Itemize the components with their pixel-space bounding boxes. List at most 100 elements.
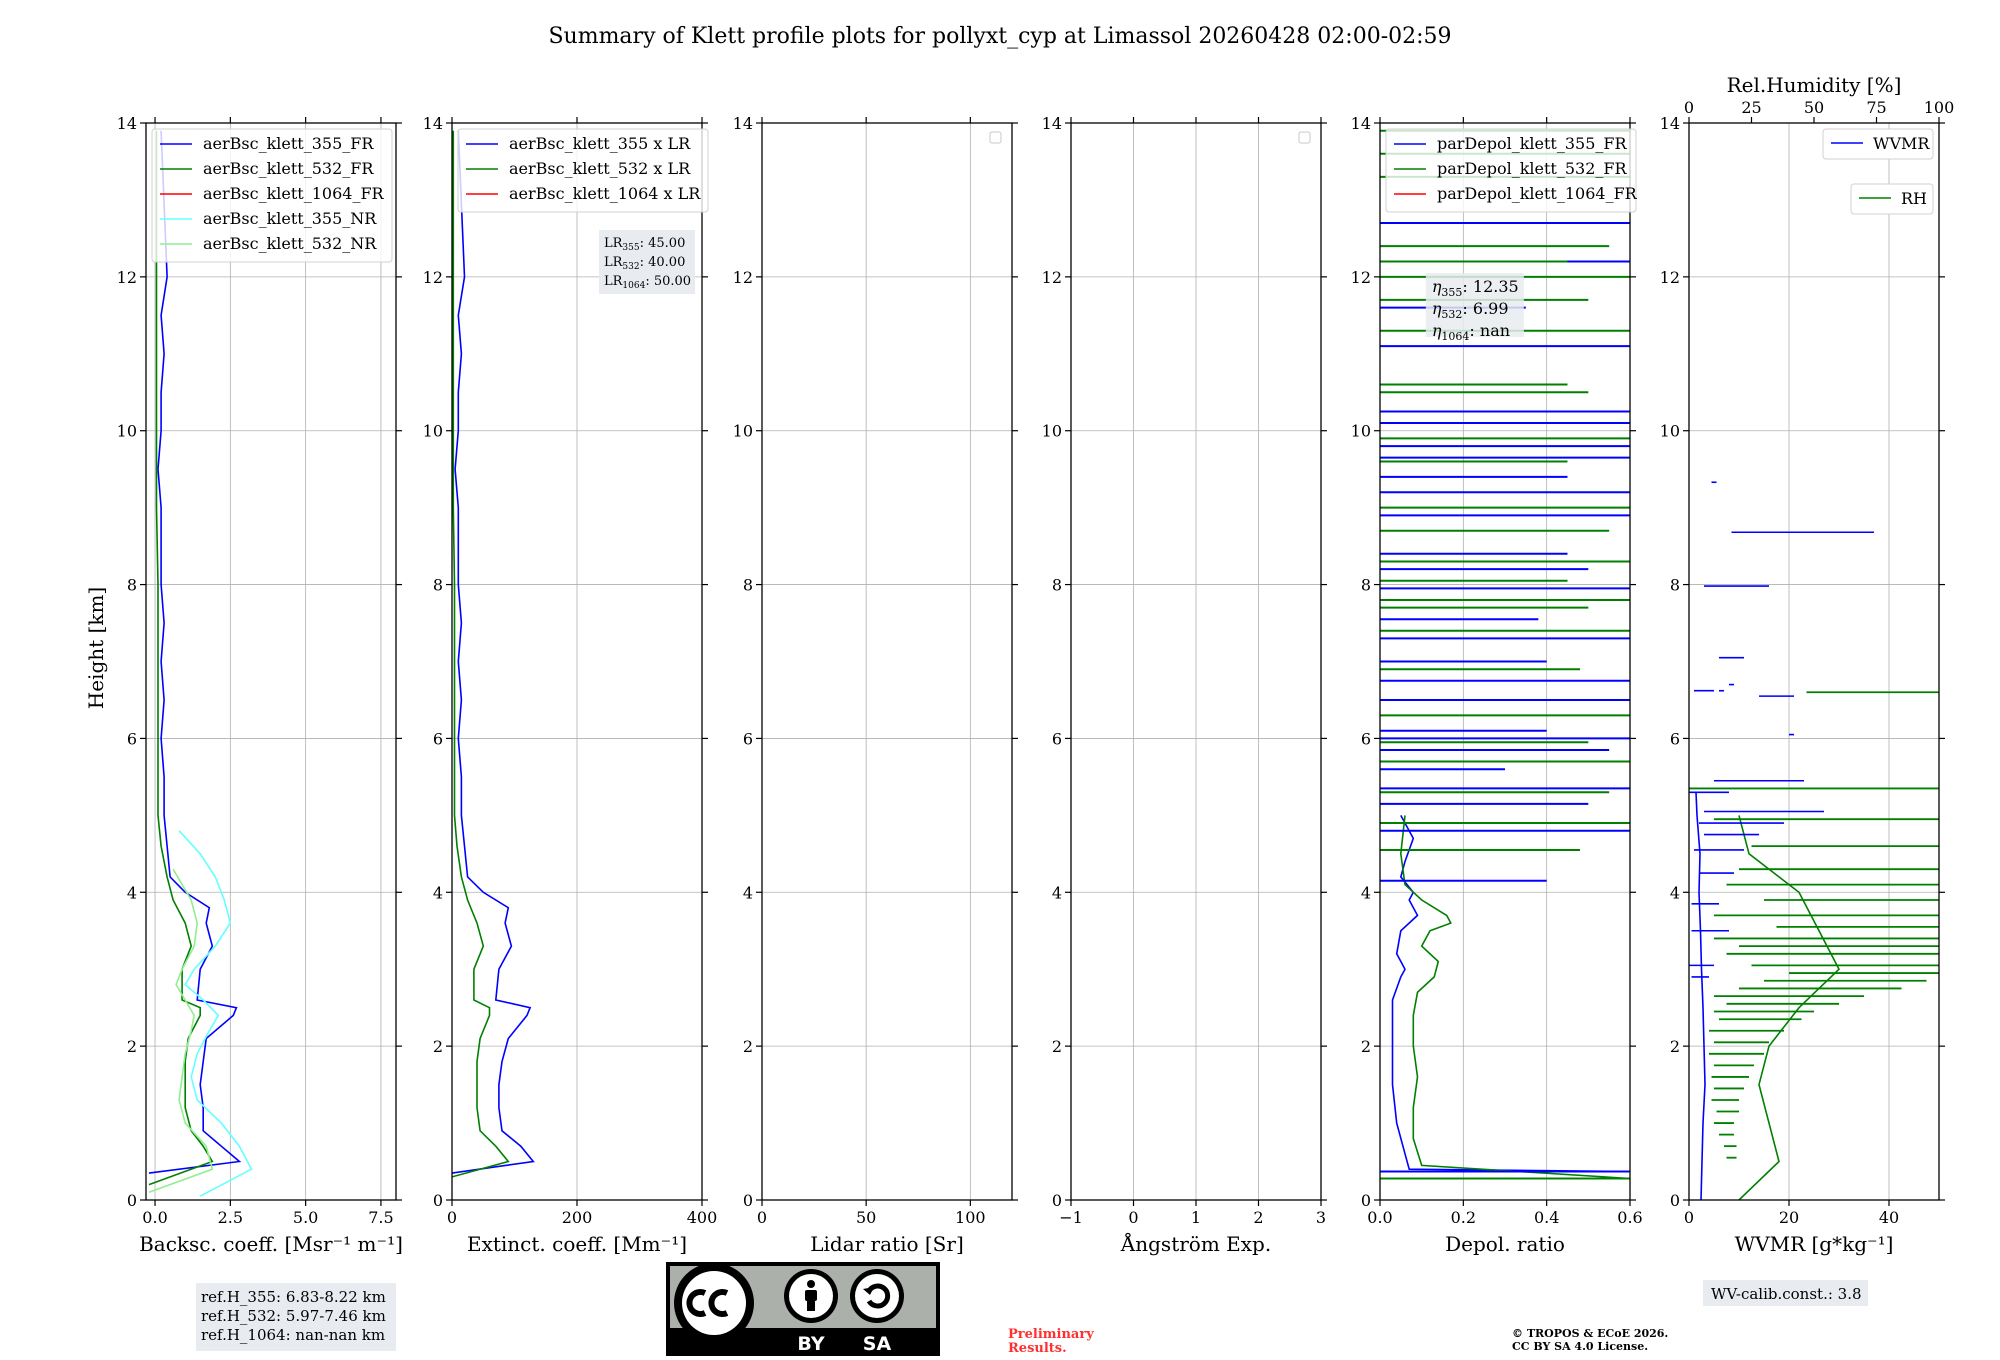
x2-tick-label: 75 bbox=[1866, 98, 1886, 117]
lr-entry: LR1064: 50.00 bbox=[604, 274, 691, 291]
series-group bbox=[148, 130, 253, 1197]
y-tick-label: 2 bbox=[127, 1037, 137, 1056]
y-tick-label: 2 bbox=[743, 1037, 753, 1056]
sa-label: SA bbox=[863, 1333, 892, 1355]
x-tick-label: 3 bbox=[1316, 1208, 1326, 1227]
x2-tick-label: 50 bbox=[1804, 98, 1824, 117]
legend-label: aerBsc_klett_532_FR bbox=[203, 159, 374, 178]
axes-frame bbox=[1379, 122, 1631, 1201]
preliminary-line-1: Preliminary bbox=[1008, 1327, 1094, 1342]
legend-label: RH bbox=[1901, 189, 1927, 208]
x-tick-label: 1 bbox=[1191, 1208, 1201, 1227]
legend-label: aerBsc_klett_532_NR bbox=[203, 234, 377, 253]
series-line bbox=[452, 130, 535, 1174]
axes-frame bbox=[761, 122, 1013, 1201]
ref-height-532: ref.H_532: 5.97-7.46 km bbox=[201, 1307, 386, 1325]
x2-tick-label: 25 bbox=[1741, 98, 1761, 117]
y-tick-label: 2 bbox=[1361, 1037, 1371, 1056]
x-tick-label: 0.0 bbox=[1367, 1208, 1392, 1227]
y-tick-label: 10 bbox=[1042, 422, 1062, 441]
y-tick-label: 14 bbox=[1042, 114, 1062, 133]
copyright-line-1: © TROPOS & ECoE 2026. bbox=[1512, 1327, 1668, 1340]
y-tick-label: 4 bbox=[743, 883, 753, 902]
y-tick-label: 10 bbox=[1660, 422, 1680, 441]
x-axis-label: Lidar ratio [Sr] bbox=[810, 1232, 964, 1256]
series-line bbox=[1738, 815, 1840, 1200]
panel-backscatter: 0.0 2.5 5.0 7.5 0 2 4 6 8 10 12 14 Backsc. coeff. [M… bbox=[117, 114, 403, 1256]
y-tick-label: 6 bbox=[127, 729, 137, 748]
legend-box bbox=[1850, 183, 1934, 215]
y-tick-label: 4 bbox=[1361, 883, 1371, 902]
x-tick-label: 0.4 bbox=[1534, 1208, 1559, 1227]
y-tick-label: 0 bbox=[743, 1191, 753, 1210]
series-group bbox=[1380, 129, 1630, 1180]
eta-box bbox=[1425, 273, 1524, 338]
y-tick-label: 14 bbox=[1660, 114, 1680, 133]
eta-entry: η532: 6.99 bbox=[1432, 299, 1509, 321]
axes-frame bbox=[1688, 122, 1940, 1201]
y-tick-label: 10 bbox=[1351, 422, 1371, 441]
y-tick-label: 10 bbox=[733, 422, 753, 441]
x-tick-label: 100 bbox=[955, 1208, 986, 1227]
y-tick-label: 8 bbox=[1361, 576, 1371, 595]
empty-legend bbox=[989, 131, 1002, 144]
y-tick-label: 10 bbox=[423, 422, 443, 441]
series-line bbox=[148, 130, 242, 1174]
eta-entry: η355: 12.35 bbox=[1432, 277, 1519, 299]
y-tick-label: 4 bbox=[127, 883, 137, 902]
lr-entry: LR355: 45.00 bbox=[604, 236, 685, 253]
y-tick-label: 6 bbox=[1052, 729, 1062, 748]
series-line bbox=[1399, 815, 1630, 1180]
ref-height-1064: ref.H_1064: nan-nan km bbox=[201, 1326, 385, 1344]
legend-label: aerBsc_klett_355_FR bbox=[203, 134, 374, 153]
share-alike-icon bbox=[855, 1274, 899, 1318]
y-tick-label: 12 bbox=[117, 268, 137, 287]
y-tick-label: 6 bbox=[433, 729, 443, 748]
y-tick-label: 6 bbox=[743, 729, 753, 748]
x-tick-label: −1 bbox=[1059, 1208, 1083, 1227]
x2-tick-label: 0 bbox=[1684, 98, 1694, 117]
legend-label: aerBsc_klett_1064 x LR bbox=[509, 184, 701, 203]
series-line bbox=[148, 868, 214, 1194]
y-tick-label: 2 bbox=[1670, 1037, 1680, 1056]
x2-axis-label: Rel.Humidity [%] bbox=[1727, 73, 1902, 97]
y-tick-label: 14 bbox=[733, 114, 753, 133]
y-tick-label: 4 bbox=[433, 883, 443, 902]
y-tick-label: 0 bbox=[1361, 1191, 1371, 1210]
y-tick-label: 4 bbox=[1670, 883, 1680, 902]
ref-height-annotation: ref.H_355: 6.83-8.22 km ref.H_532: 5.97-… bbox=[196, 1283, 396, 1351]
y-tick-label: 12 bbox=[423, 268, 443, 287]
x-tick-label: 5.0 bbox=[293, 1208, 318, 1227]
series-line bbox=[148, 130, 214, 1186]
by-label: BY bbox=[797, 1333, 824, 1355]
legend-box bbox=[1822, 128, 1934, 160]
legend-label: parDepol_klett_355_FR bbox=[1437, 134, 1628, 153]
x-tick-label: 0 bbox=[757, 1208, 767, 1227]
series-group bbox=[1689, 481, 1939, 1200]
y-tick-label: 6 bbox=[1670, 729, 1680, 748]
panel-depolarization: 0.0 0.2 0.4 0.6 0 2 4 6 8 10 12 14 Depol. ratio parDe… bbox=[1351, 114, 1643, 1256]
x-tick-label: 0 bbox=[1684, 1208, 1694, 1227]
x-tick-label: 200 bbox=[562, 1208, 593, 1227]
y-tick-label: 12 bbox=[733, 268, 753, 287]
y-tick-label: 14 bbox=[117, 114, 137, 133]
y-tick-label: 10 bbox=[117, 422, 137, 441]
x-axis-label: Backsc. coeff. [Msr⁻¹ m⁻¹] bbox=[139, 1232, 403, 1256]
legend-label: aerBsc_klett_532 x LR bbox=[509, 159, 691, 178]
series-line bbox=[452, 130, 510, 1178]
x-tick-label: 400 bbox=[687, 1208, 718, 1227]
lr-entry: LR532: 40.00 bbox=[604, 255, 685, 272]
series-line bbox=[178, 830, 253, 1197]
empty-legend bbox=[1298, 131, 1311, 144]
y-tick-label: 8 bbox=[1670, 576, 1680, 595]
y-tick-label: 0 bbox=[127, 1191, 137, 1210]
legend-box bbox=[151, 128, 393, 263]
legend-label: WVMR bbox=[1873, 134, 1930, 153]
x-tick-label: 50 bbox=[856, 1208, 876, 1227]
y-tick-label: 2 bbox=[433, 1037, 443, 1056]
y-tick-label: 12 bbox=[1660, 268, 1680, 287]
x-axis-label: Extinct. coeff. [Mm⁻¹] bbox=[467, 1232, 687, 1256]
panel-extinction: 0 200 400 0 2 4 6 8 10 12 14 Extinct. coeff. [Mm⁻¹]… bbox=[423, 114, 718, 1256]
